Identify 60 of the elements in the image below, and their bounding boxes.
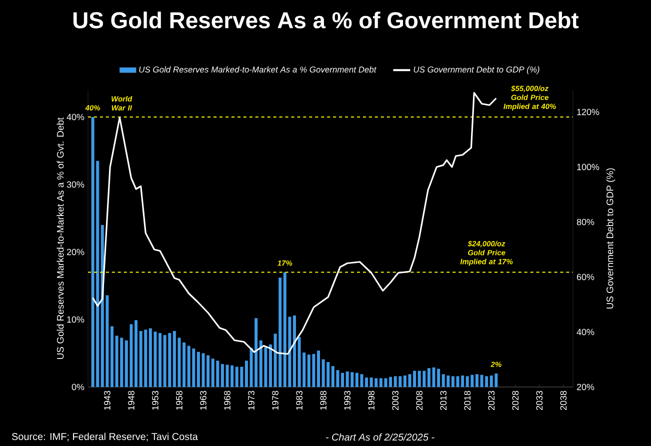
bar (196, 352, 200, 387)
bar (158, 333, 162, 387)
y-tick-label: 40% (66, 114, 84, 120)
chart-title: US Gold Reserves As a % of Government Debt (73, 12, 579, 28)
x-tick-label: 2003 (392, 390, 399, 410)
x-tick-label: 1988 (320, 390, 326, 410)
x-tick-label: 1973 (248, 390, 254, 410)
x-tick-label: 1948 (128, 390, 134, 410)
y-tick-label: 0% (72, 384, 84, 390)
x-tick-label: 2038 (560, 390, 567, 410)
bar (341, 372, 344, 387)
x-tick-label: 2008 (416, 390, 423, 410)
x-tick-label: 1998 (368, 390, 374, 410)
x-tick-label: 1983 (296, 390, 302, 410)
source-note: Source: IMF; Federal Reserve; Tavi Costa (12, 432, 198, 442)
bar (172, 330, 176, 387)
x-tick-label: 1978 (272, 390, 278, 410)
y-axis-title: US Gold Reserves Marked-to-Market As a % of Gvt. Debt (56, 117, 64, 359)
x-tick-label: 1943 (104, 390, 110, 410)
bar (182, 342, 186, 387)
bar (437, 368, 440, 387)
text: - Chart As of 2/25/2025 - (326, 433, 434, 441)
y-tick-label: 30% (66, 181, 84, 188)
x-tick-label: 1958 (176, 390, 182, 410)
bar (244, 360, 248, 387)
x-tick-label: 1968 (224, 390, 230, 410)
y2-tick-label: 80% (576, 218, 594, 226)
y2-tick-label: 20% (576, 384, 594, 390)
bar (413, 370, 416, 387)
bar (110, 326, 114, 387)
bar (427, 368, 430, 387)
bar (317, 350, 320, 387)
bar (475, 374, 478, 387)
bar (268, 344, 272, 387)
bar (293, 315, 296, 387)
bar (451, 376, 454, 387)
y2-tick-label: 60% (576, 274, 594, 280)
x-tick-label: 2033 (536, 390, 543, 410)
x-tick-label: 1953 (152, 390, 158, 410)
y-tick-label: 10% (67, 316, 84, 323)
x-tick-label: 1963 (200, 390, 206, 410)
x-tick-label: 1993 (344, 390, 350, 410)
bar (206, 355, 210, 387)
x-tick-label: 2013 (440, 390, 447, 410)
x-tick-label: 2023 (488, 390, 495, 410)
x-tick-label: 2018 (464, 390, 471, 410)
bar (403, 376, 406, 387)
x-tick-label: 2028 (512, 390, 519, 410)
legend-label: US Government Debt to GDP (%) (414, 66, 540, 74)
bar (365, 378, 368, 387)
y2-tick-label: 120% (577, 108, 600, 116)
y2-tick-label: 40% (576, 328, 594, 336)
y2-axis-title: US Government Debt to GDP (%) (606, 168, 616, 309)
y-tick-label: 20% (66, 248, 84, 256)
y2-tick-label: 100% (577, 164, 600, 170)
bar (461, 376, 464, 387)
bar (389, 376, 392, 387)
bar (220, 364, 224, 387)
legend-label: US Gold Reserves Marked-to-Market As a % Government Debt (139, 66, 377, 73)
bar (134, 320, 138, 387)
